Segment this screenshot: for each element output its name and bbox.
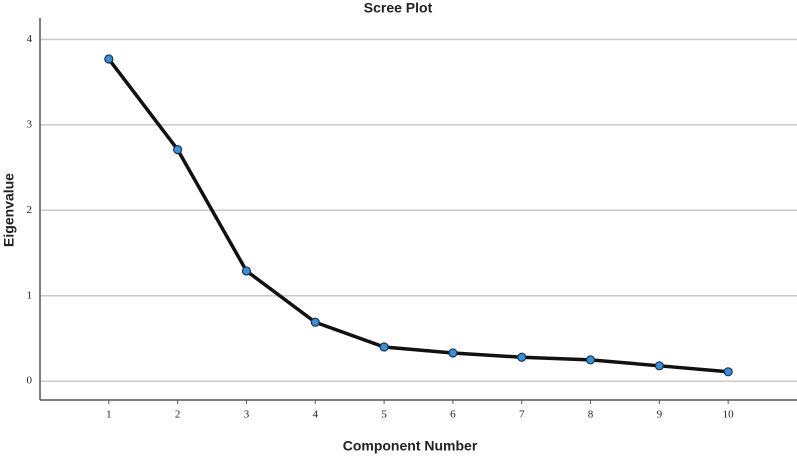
data-point	[448, 348, 458, 358]
data-point	[241, 266, 252, 276]
x-tick-label: 2	[175, 409, 181, 421]
x-tick-label: 4	[313, 409, 319, 421]
y-tick-label: 0	[27, 375, 33, 387]
data-point	[173, 145, 183, 155]
y-tick-label: 1	[27, 289, 33, 301]
x-tick-label: 6	[450, 409, 456, 421]
data-point	[104, 54, 114, 64]
data-point	[654, 361, 664, 371]
x-tick-label: 10	[723, 409, 735, 421]
chart-title: Scree Plot	[364, 0, 433, 16]
x-tick-label: 8	[588, 409, 594, 421]
y-tick-label: 3	[27, 118, 33, 130]
x-tick-label: 5	[381, 409, 387, 421]
x-tick-label: 1	[106, 409, 112, 421]
y-axis-label: Eigenvalue	[1, 173, 17, 247]
y-tick-label: 4	[27, 33, 33, 45]
data-point	[723, 367, 733, 377]
data-point	[379, 342, 389, 352]
data-point	[310, 317, 320, 327]
x-tick-label: 3	[244, 409, 250, 421]
x-tick-label: 9	[657, 409, 663, 421]
x-tick-label: 7	[519, 409, 525, 421]
x-axis-label: Component Number	[343, 438, 478, 454]
data-point	[517, 352, 527, 362]
series-line	[107, 57, 729, 374]
y-tick-label: 2	[27, 204, 33, 216]
data-point	[585, 355, 596, 365]
